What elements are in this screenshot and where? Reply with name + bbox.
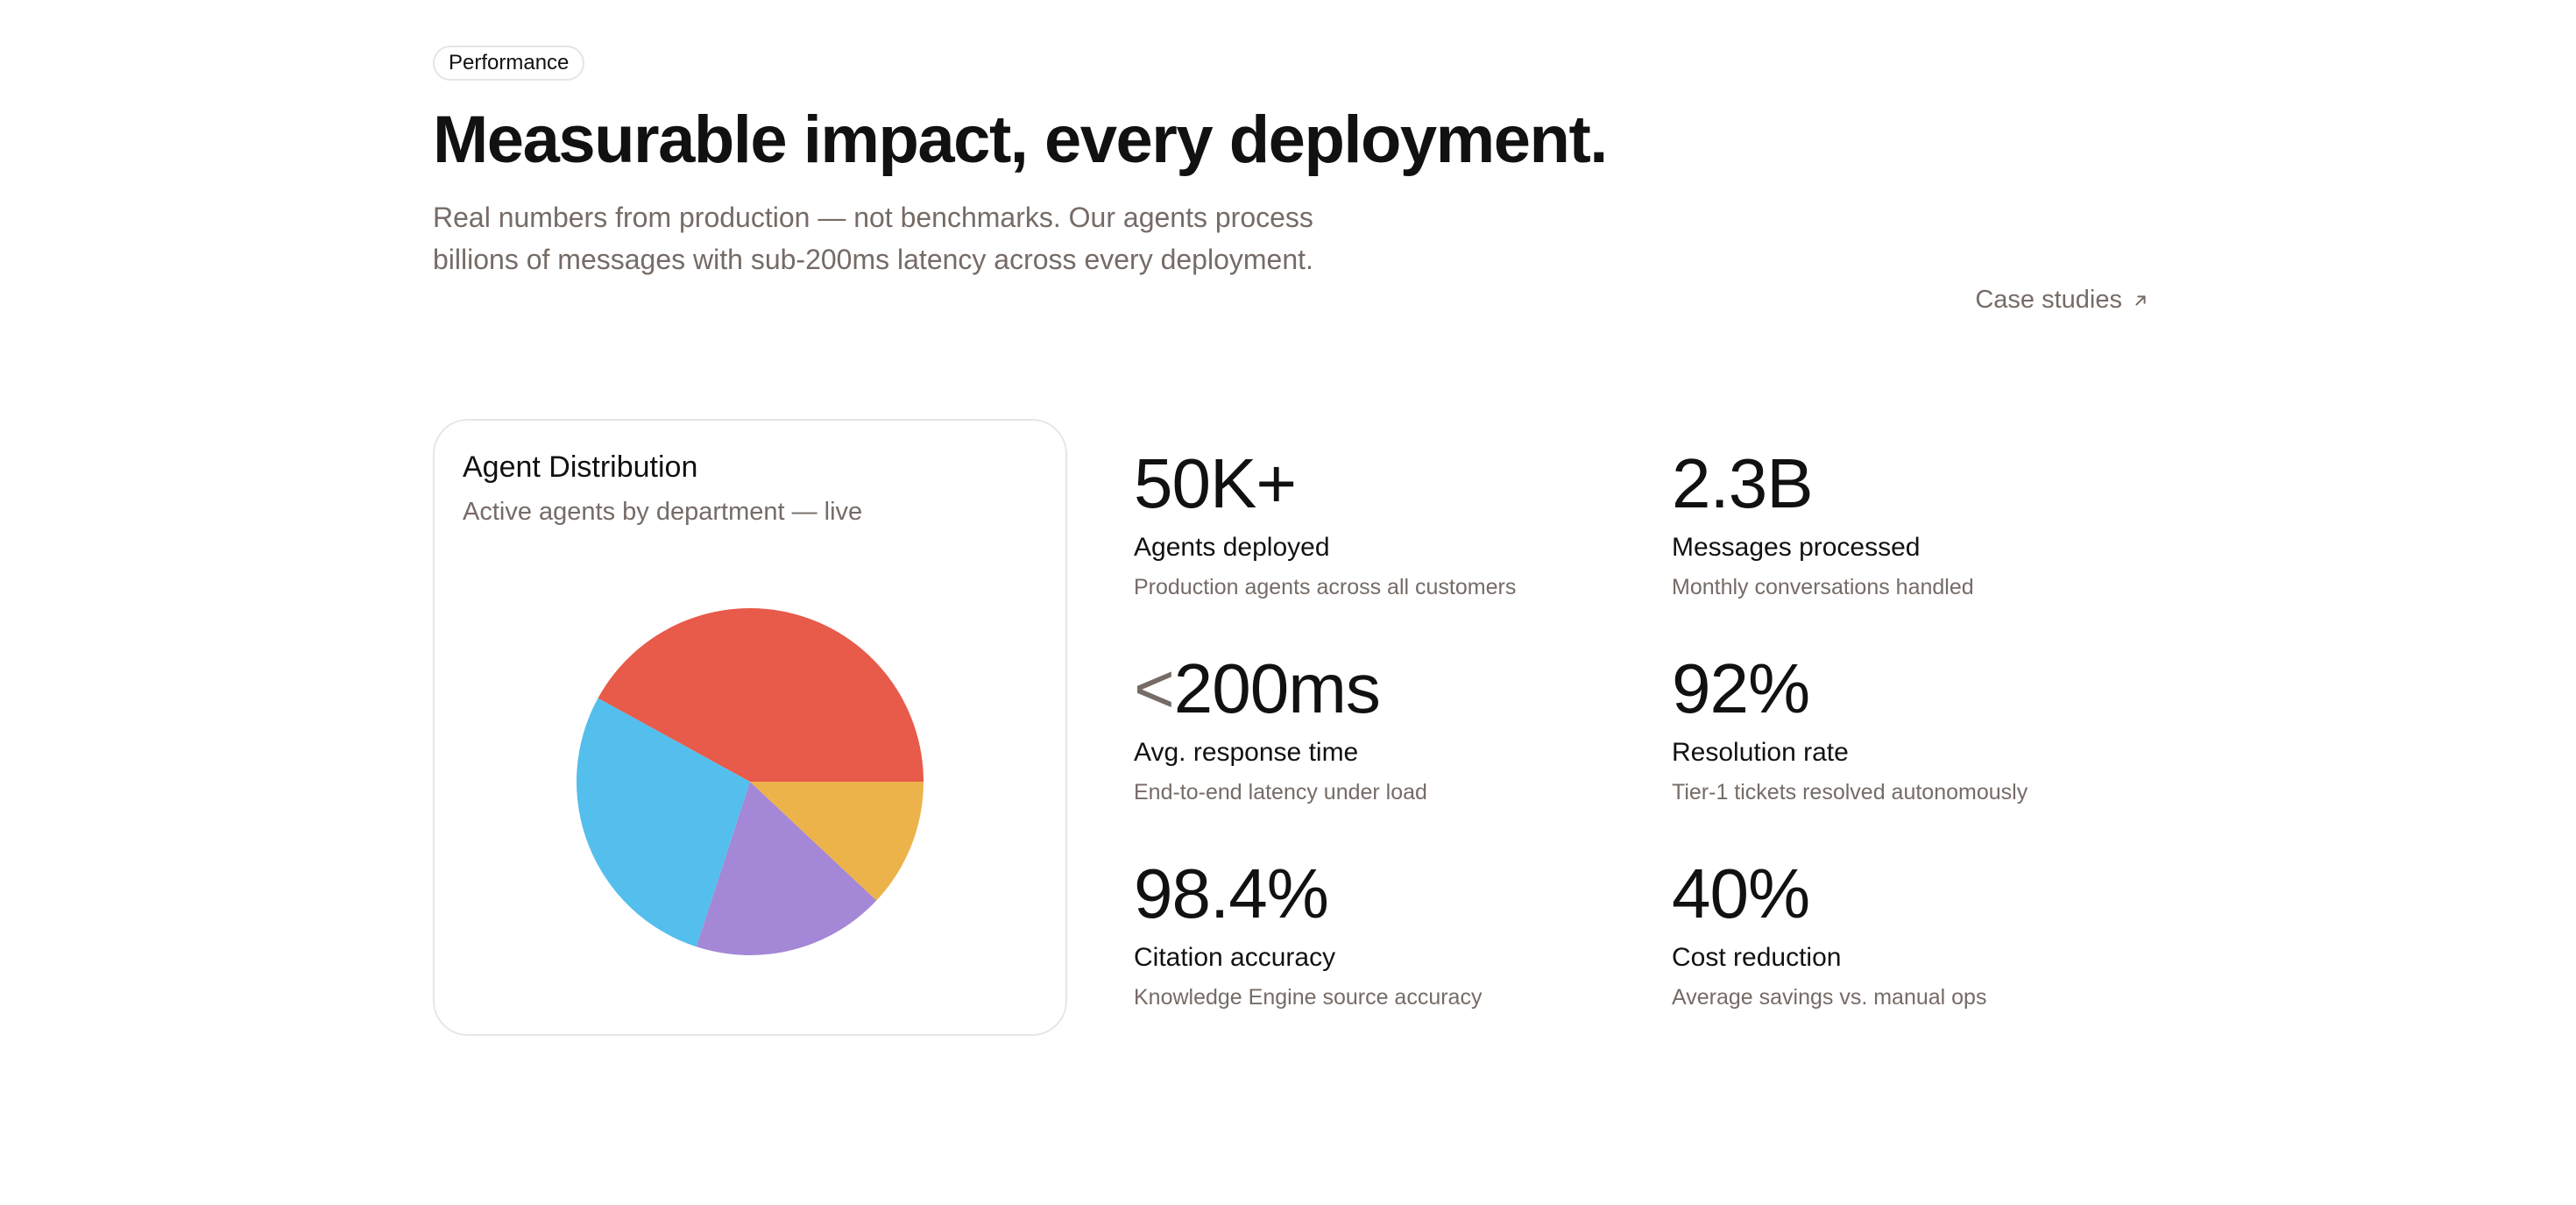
stat-citation-accuracy: 98.4% Citation accuracy Knowledge Engine… bbox=[1134, 859, 1624, 1010]
stat-value: <200ms bbox=[1134, 654, 1624, 724]
section-badge: Performance bbox=[433, 46, 585, 81]
stat-value: 92% bbox=[1672, 654, 2162, 724]
stat-value-number: 50K+ bbox=[1134, 444, 1297, 522]
page-subtitle: Real numbers from production — not bench… bbox=[433, 202, 1313, 275]
stat-description: Tier-1 tickets resolved autonomously bbox=[1672, 780, 2028, 805]
pie-slice-3 bbox=[696, 782, 877, 955]
stat-agents-deployed: 50K+ Agents deployed Production agents a… bbox=[1134, 449, 1624, 600]
case-studies-label: Case studies bbox=[1975, 286, 2122, 314]
stat-description: Production agents across all customers bbox=[1134, 575, 1517, 599]
stat-description: Monthly conversations handled bbox=[1672, 575, 1974, 599]
pie-slice-1 bbox=[598, 607, 924, 782]
stat-value-number: 92% bbox=[1672, 649, 1810, 727]
stat-cost-reduction: 40% Cost reduction Average savings vs. m… bbox=[1672, 859, 2162, 1010]
stat-value: 50K+ bbox=[1134, 449, 1624, 519]
stat-avg-response-time: <200ms Avg. response time End-to-end lat… bbox=[1134, 654, 1624, 805]
arrow-up-right-icon bbox=[2135, 294, 2146, 306]
card-title: Agent Distribution bbox=[463, 450, 698, 484]
stat-value: 40% bbox=[1672, 859, 2162, 929]
stat-value-number: 98.4% bbox=[1134, 854, 1329, 932]
stat-value-prefix: < bbox=[1134, 649, 1175, 727]
page-title: Measurable impact, every deployment. bbox=[433, 103, 1608, 177]
stat-label: Avg. response time bbox=[1134, 738, 1359, 767]
pie-slice-4 bbox=[750, 782, 924, 901]
card-subtitle: Active agents by department — live bbox=[463, 498, 863, 526]
stat-description: Knowledge Engine source accuracy bbox=[1134, 985, 1483, 1010]
agent-distribution-card: Agent Distribution Active agents by depa… bbox=[433, 419, 1067, 1036]
stat-label: Agents deployed bbox=[1134, 533, 1330, 562]
stat-messages-processed: 2.3B Messages processed Monthly conversa… bbox=[1672, 449, 2162, 600]
stat-label: Messages processed bbox=[1672, 533, 1921, 562]
stat-description: End-to-end latency under load bbox=[1134, 780, 1427, 805]
stat-label: Citation accuracy bbox=[1134, 943, 1336, 972]
stat-value: 98.4% bbox=[1134, 859, 1624, 929]
stat-value-number: 2.3B bbox=[1672, 444, 1814, 522]
stat-value-number: 40% bbox=[1672, 854, 1810, 932]
stat-value: 2.3B bbox=[1672, 449, 2162, 519]
stat-resolution-rate: 92% Resolution rate Tier-1 tickets resol… bbox=[1672, 654, 2162, 805]
pie-slice-2 bbox=[577, 698, 750, 947]
agent-distribution-pie-chart bbox=[577, 607, 924, 955]
case-studies-link[interactable]: Case studies bbox=[1975, 286, 2150, 315]
stat-value-number: 200ms bbox=[1173, 649, 1381, 727]
stat-description: Average savings vs. manual ops bbox=[1672, 985, 1987, 1010]
stat-label: Resolution rate bbox=[1672, 738, 1849, 767]
stat-label: Cost reduction bbox=[1672, 943, 1842, 972]
